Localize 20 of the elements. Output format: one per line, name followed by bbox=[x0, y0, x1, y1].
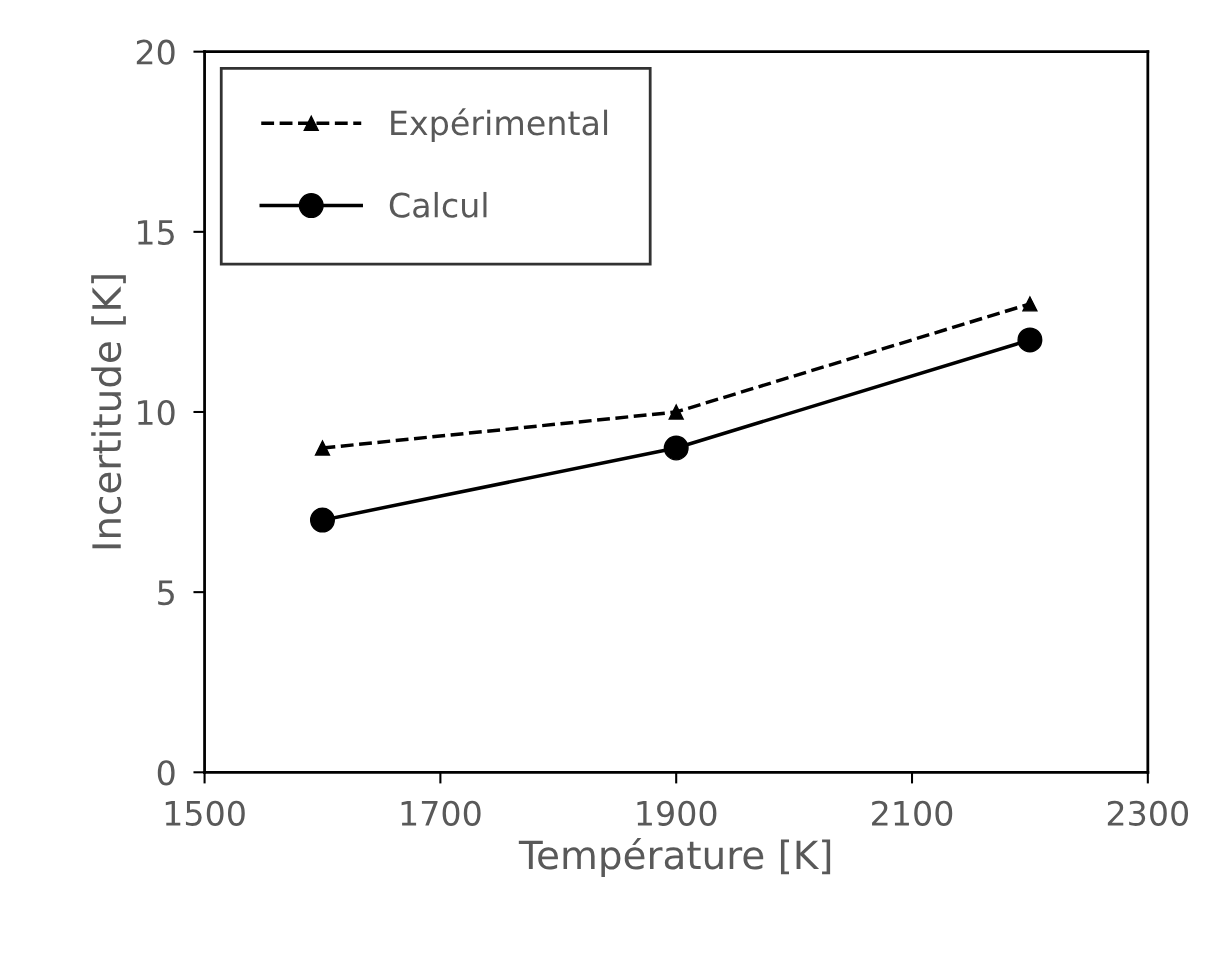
y-tick-label: 0 bbox=[157, 760, 175, 786]
y-tick-label: 10 bbox=[138, 399, 175, 426]
point bbox=[668, 404, 684, 420]
point bbox=[309, 507, 335, 533]
x-tick-label: 1700 bbox=[401, 800, 481, 826]
x-axis-title: Température [K] bbox=[518, 837, 831, 878]
point bbox=[1017, 327, 1043, 353]
y-tick-label: 5 bbox=[158, 580, 174, 606]
point bbox=[314, 440, 331, 456]
x-tick-label: 2100 bbox=[872, 800, 953, 826]
y-axis-title: Incertitude [K] bbox=[91, 275, 126, 549]
y-tick-label: 20 bbox=[136, 39, 175, 65]
point bbox=[663, 435, 689, 461]
legend-label: Expérimental bbox=[391, 108, 608, 142]
x-tick-label: 1900 bbox=[637, 800, 717, 826]
x-tick-label: 1500 bbox=[165, 800, 245, 826]
legend-label: Calcul bbox=[389, 191, 487, 218]
y-tick-label: 15 bbox=[138, 220, 174, 245]
x-tick-label: 2300 bbox=[1107, 800, 1189, 826]
point bbox=[1022, 296, 1038, 312]
